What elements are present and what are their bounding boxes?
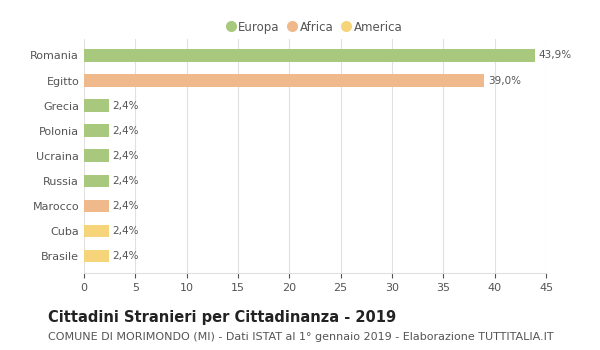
Bar <box>84 149 109 162</box>
Text: 2,4%: 2,4% <box>113 201 139 211</box>
Legend: Europa, Africa, America: Europa, Africa, America <box>223 16 407 39</box>
Text: 43,9%: 43,9% <box>539 50 572 61</box>
Bar <box>84 225 109 237</box>
Text: 2,4%: 2,4% <box>113 226 139 236</box>
Text: 2,4%: 2,4% <box>113 151 139 161</box>
Bar <box>84 250 109 262</box>
Text: COMUNE DI MORIMONDO (MI) - Dati ISTAT al 1° gennaio 2019 - Elaborazione TUTTITAL: COMUNE DI MORIMONDO (MI) - Dati ISTAT al… <box>48 332 554 343</box>
Bar <box>84 175 109 187</box>
Bar <box>84 99 109 112</box>
Bar <box>84 74 484 87</box>
Bar <box>84 124 109 137</box>
Text: 39,0%: 39,0% <box>488 76 521 85</box>
Text: 2,4%: 2,4% <box>113 176 139 186</box>
Text: 2,4%: 2,4% <box>113 100 139 111</box>
Text: Cittadini Stranieri per Cittadinanza - 2019: Cittadini Stranieri per Cittadinanza - 2… <box>48 310 396 325</box>
Text: 2,4%: 2,4% <box>113 126 139 136</box>
Text: 2,4%: 2,4% <box>113 251 139 261</box>
Bar <box>84 49 535 62</box>
Bar <box>84 199 109 212</box>
